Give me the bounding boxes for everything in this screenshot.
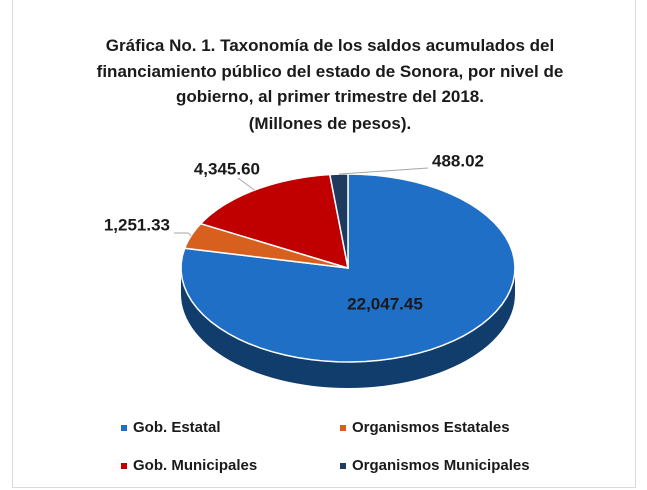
leader-line [338, 167, 429, 175]
chart-title: Gráfica No. 1. Taxonomía de los saldos a… [96, 36, 564, 106]
legend-label: Gob. Municipales [133, 457, 257, 474]
legend-label: Gob. Estatal [133, 419, 221, 436]
data-label: 22,047.45 [347, 294, 423, 313]
data-label: 1,251.33 [104, 215, 170, 234]
pie-side [181, 268, 515, 388]
leader-line [174, 232, 192, 236]
legend-swatch [121, 463, 127, 469]
data-label: 4,345.60 [194, 159, 260, 178]
chart-subtitle: (Millones de pesos). [248, 114, 412, 133]
pie-slice [183, 222, 349, 269]
legend-swatch [340, 425, 346, 431]
leader-line [237, 177, 255, 191]
legend-swatch [340, 463, 346, 469]
legend-label: Organismos Estatales [352, 419, 510, 436]
legend-swatch [121, 425, 127, 431]
pie-slice [199, 173, 349, 270]
data-label: 488.02 [432, 151, 484, 170]
legend-label: Organismos Municipales [352, 457, 530, 474]
chart-frame [12, 0, 636, 488]
